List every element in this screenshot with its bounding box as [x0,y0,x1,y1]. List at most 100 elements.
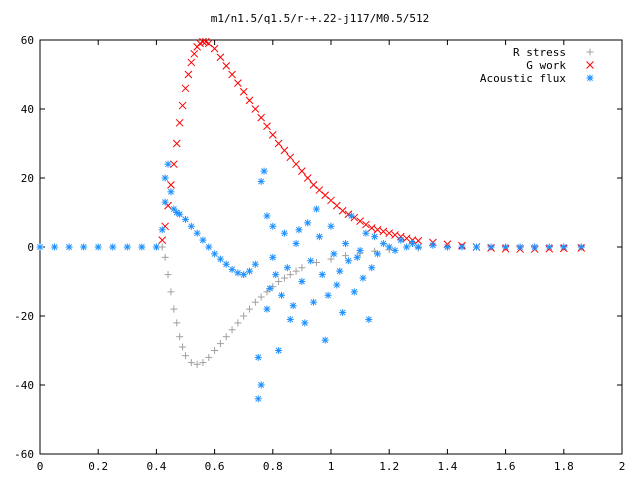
point-acoustic-flux [353,253,361,261]
point-r-stress [269,283,277,291]
point-r-stress [205,353,213,361]
point-acoustic-flux [292,240,300,248]
point-g-work [222,62,231,70]
point-acoustic-flux [280,229,288,237]
point-r-stress [263,288,271,296]
point-acoustic-flux [222,260,230,268]
point-acoustic-flux [161,198,169,206]
point-r-stress [286,271,294,279]
point-acoustic-flux [516,243,524,251]
legend-label-acoustic-flux: Acoustic flux [480,72,566,85]
y-tick-label: 20 [21,172,34,185]
point-g-work [286,153,295,162]
x-tick-label: 1.2 [379,460,399,473]
x-tick-label: 1.8 [554,460,574,473]
point-acoustic-flux [269,253,277,261]
point-g-work [199,37,207,46]
point-acoustic-flux [429,241,437,249]
point-acoustic-flux [123,243,131,251]
point-acoustic-flux [94,243,102,251]
point-r-stress [342,252,350,260]
point-acoustic-flux [240,271,248,279]
point-acoustic-flux [286,315,294,323]
point-acoustic-flux [379,240,387,248]
point-acoustic-flux [298,278,306,285]
point-acoustic-flux [257,381,265,389]
chart-title: m1/n1.5/q1.5/r-+.22-j117/M0.5/512 [211,12,430,25]
point-acoustic-flux [251,260,259,268]
point-r-stress [176,333,184,341]
point-acoustic-flux [257,177,265,185]
point-acoustic-flux [321,336,329,344]
point-g-work [190,49,199,58]
point-acoustic-flux [211,250,219,258]
point-g-work [298,167,306,175]
point-r-stress [312,259,320,267]
point-acoustic-flux [385,243,393,251]
point-acoustic-flux [234,269,242,277]
point-g-work [373,225,382,234]
point-acoustic-flux [254,353,262,361]
point-g-work [234,79,242,87]
point-acoustic-flux [577,243,585,251]
legend-marker-acoustic-flux [586,74,594,82]
point-acoustic-flux [545,243,553,251]
point-r-stress [216,340,224,348]
point-acoustic-flux [216,255,224,263]
point-g-work [167,181,175,189]
series-layer [36,37,586,403]
point-g-work [251,105,260,113]
point-g-work [216,53,225,62]
y-tick-label: -40 [14,379,34,392]
point-acoustic-flux [403,243,411,251]
point-acoustic-flux [246,267,254,275]
legend-label-r-stress: R stress [513,46,566,59]
point-acoustic-flux [263,305,271,313]
point-acoustic-flux [263,212,271,220]
point-acoustic-flux [289,302,297,310]
point-acoustic-flux [109,243,117,251]
point-acoustic-flux [344,257,352,265]
point-r-stress [170,305,178,313]
point-acoustic-flux [368,264,376,272]
point-acoustic-flux [318,271,326,279]
point-g-work [263,122,271,131]
point-g-work [280,146,289,155]
y-tick-label: -60 [14,448,34,461]
point-r-stress [164,271,172,279]
point-g-work [158,236,167,244]
point-acoustic-flux [397,236,405,244]
point-acoustic-flux [295,226,303,234]
point-acoustic-flux [304,219,312,227]
point-acoustic-flux [324,291,332,299]
point-g-work [187,58,196,67]
point-g-work [175,118,184,127]
point-g-work [239,87,248,96]
point-acoustic-flux [339,309,347,317]
point-acoustic-flux [347,212,355,220]
legend-label-g-work: G work [526,59,566,72]
series-acoustic-flux [36,160,585,403]
point-r-stress [193,360,201,368]
point-g-work [172,139,181,148]
point-acoustic-flux [312,205,320,213]
point-acoustic-flux [51,243,59,251]
point-acoustic-flux [65,243,73,251]
point-acoustic-flux [327,222,335,230]
point-r-stress [199,359,207,367]
y-tick-label: -20 [14,310,34,323]
point-acoustic-flux [254,395,262,403]
point-acoustic-flux [310,298,318,306]
point-acoustic-flux [269,222,277,230]
point-acoustic-flux [193,229,201,237]
point-acoustic-flux [473,243,480,251]
point-acoustic-flux [205,243,213,251]
point-g-work [245,96,254,105]
point-r-stress [292,267,300,275]
point-acoustic-flux [443,243,451,251]
point-acoustic-flux [36,243,44,251]
point-acoustic-flux [260,167,268,175]
y-axis: -60 -40 -20 0 20 40 60 [14,34,622,461]
